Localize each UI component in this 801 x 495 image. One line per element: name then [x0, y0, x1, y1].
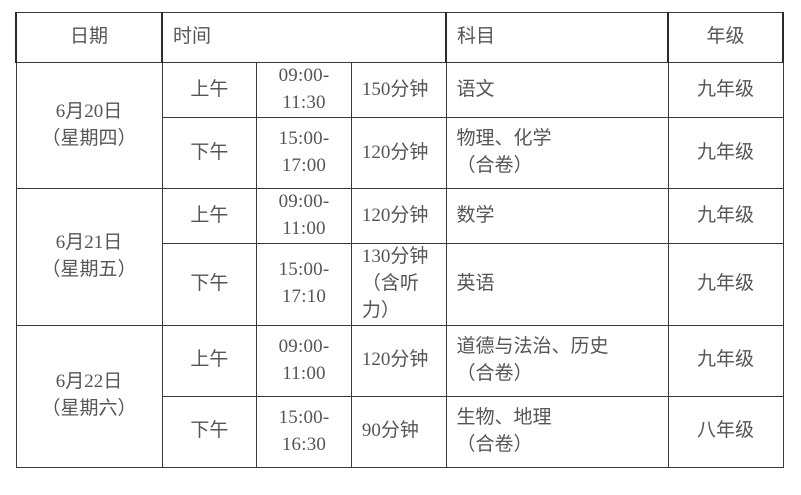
table-row: 6月22日 （星期六） 上午 09:00-11:00 120分钟 道德与法治、历…	[15, 324, 784, 468]
table-row: 6月21日 （星期五） 上午 09:00-11:00 120分钟 数学 九年级	[15, 188, 784, 326]
cell-subject-g1r2: 物理、化学 （合卷）	[445, 117, 669, 189]
cell-subject-g2r2: 英语	[445, 243, 669, 326]
cell-duration-g3r2: 90分钟	[350, 395, 447, 468]
table-body: 日期 时间 科目 年级 6月20日 （星期四） 上午 09:00-11:30 1…	[15, 12, 784, 468]
header-subject: 科目	[445, 12, 669, 63]
table-row: 下午 15:00-16:30 90分钟 生物、地理 （合卷） 八年级	[16, 395, 784, 468]
cell-subject-g1r1: 语文	[445, 62, 669, 118]
cell-date-group-3: 6月22日 （星期六）	[15, 324, 163, 468]
cell-grade-g3r2: 八年级	[667, 395, 784, 468]
table-row: 下午 15:00-17:10 130分钟 （含听力） 英语 九年级	[16, 243, 784, 326]
cell-half-g1r1: 上午	[161, 62, 258, 118]
exam-schedule-table: 日期 时间 科目 年级 6月20日 （星期四） 上午 09:00-11:30 1…	[15, 12, 784, 468]
cell-grade-g1r2: 九年级	[667, 117, 784, 189]
cell-date-group-1: 6月20日 （星期四）	[15, 62, 163, 189]
cell-time-g3r2: 15:00-16:30	[256, 395, 352, 468]
table-row: 下午 15:00-17:00 120分钟 物理、化学 （合卷） 九年级	[16, 117, 784, 189]
cell-half-g1r2: 下午	[161, 117, 258, 189]
cell-time-g1r2: 15:00-17:00	[256, 117, 352, 189]
cell-duration-g3r1: 120分钟	[350, 324, 447, 397]
cell-half-g2r1: 上午	[161, 188, 258, 244]
cell-time-g2r1: 09:00-11:00	[256, 188, 352, 244]
cell-half-g3r2: 下午	[161, 395, 258, 468]
header-date: 日期	[15, 12, 163, 63]
table-row: 6月20日 （星期四） 上午 09:00-11:30 150分钟 语文 九年级	[15, 62, 784, 189]
cell-grade-g1r1: 九年级	[667, 62, 784, 118]
cell-subject-g3r1: 道德与法治、历史 （合卷）	[445, 324, 669, 397]
cell-duration-g2r2: 130分钟 （含听力）	[350, 243, 447, 326]
cell-duration-g2r1: 120分钟	[350, 188, 447, 244]
cell-half-g3r1: 上午	[161, 324, 258, 397]
header-time: 时间	[161, 12, 447, 63]
header-grade: 年级	[667, 12, 784, 63]
cell-duration-g1r1: 150分钟	[350, 62, 447, 118]
cell-duration-g1r2: 120分钟	[350, 117, 447, 189]
cell-grade-g3r1: 九年级	[667, 324, 784, 397]
cell-date-group-2: 6月21日 （星期五）	[15, 188, 163, 326]
table-header-row: 日期 时间 科目 年级	[15, 12, 784, 63]
cell-subject-g3r2: 生物、地理 （合卷）	[445, 395, 669, 468]
cell-time-g1r1: 09:00-11:30	[256, 62, 352, 118]
cell-grade-g2r1: 九年级	[667, 188, 784, 244]
cell-time-g2r2: 15:00-17:10	[256, 243, 352, 326]
cell-subject-g2r1: 数学	[445, 188, 669, 244]
cell-grade-g2r2: 九年级	[667, 243, 784, 326]
cell-half-g2r2: 下午	[161, 243, 258, 326]
cell-time-g3r1: 09:00-11:00	[256, 324, 352, 397]
